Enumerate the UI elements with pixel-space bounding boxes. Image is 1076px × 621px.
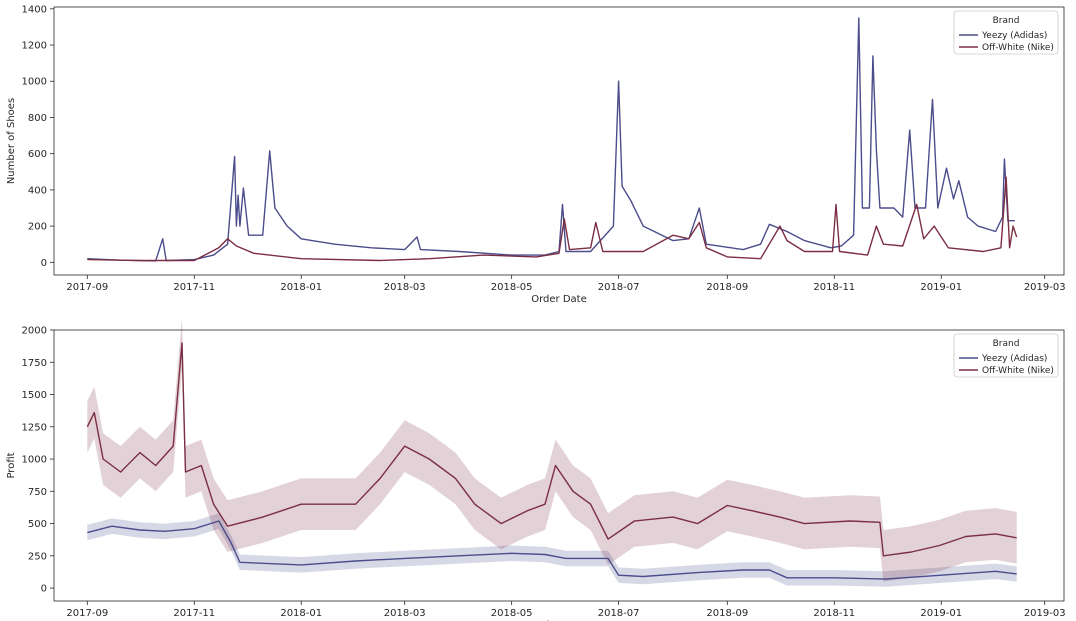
confidence-band-1 <box>87 317 1017 582</box>
y-tick-label: 500 <box>28 519 47 530</box>
y-tick-label: 1250 <box>22 422 47 433</box>
y-tick-label: 1750 <box>22 358 47 369</box>
series-line-0 <box>87 17 1015 262</box>
y-tick-label: 750 <box>28 487 47 498</box>
x-tick-label: 2018-09 <box>706 282 748 293</box>
x-tick-label: 2018-05 <box>491 282 533 293</box>
x-tick-label: 2019-01 <box>920 282 962 293</box>
y-tick-label: 2000 <box>22 326 47 337</box>
confidence-band-0 <box>87 513 1017 587</box>
y-tick-label: 1500 <box>22 390 47 401</box>
x-tick-label: 2018-01 <box>280 608 322 619</box>
axes-frame <box>53 329 1065 602</box>
x-tick-label: 2018-03 <box>384 608 426 619</box>
legend-title: Brand <box>993 16 1020 26</box>
series-line-1 <box>87 176 1018 262</box>
x-tick-label: 2017-11 <box>173 282 215 293</box>
legend-entry: Off-White (Nike) <box>982 43 1054 53</box>
x-tick-label: 2019-03 <box>1024 608 1066 619</box>
legend-entry: Yeezy (Adidas) <box>981 354 1047 364</box>
y-tick-label: 1400 <box>22 4 47 15</box>
x-tick-label: 2018-03 <box>384 282 426 293</box>
x-tick-label: 2018-05 <box>491 608 533 619</box>
x-tick-label: 2019-01 <box>920 608 962 619</box>
y-tick-label: 1000 <box>22 77 47 88</box>
legend-box <box>953 333 1059 378</box>
y-tick-label: 800 <box>28 113 47 124</box>
axes-frame <box>53 6 1065 276</box>
y-axis-label: Number of Shoes <box>6 98 17 184</box>
shoes-count-chart: 0 200 400 600 800 1000 1200 1400 2017-09 2017-11 2… <box>6 4 1066 305</box>
series-line-0 <box>87 520 1017 580</box>
x-tick-label: 2017-11 <box>173 608 215 619</box>
y-tick-label: 1000 <box>22 455 47 466</box>
series-line-1 <box>86 342 1017 557</box>
profit-chart: 0 250 500 750 1000 1250 1500 1750 2000 2017-09 201… <box>6 317 1066 621</box>
legend-title: Brand <box>993 339 1020 349</box>
legend-box <box>953 10 1059 55</box>
x-tick-label: 2017-09 <box>66 608 108 619</box>
x-tick-label: 2017-09 <box>66 282 108 293</box>
y-tick-label: 0 <box>41 584 47 595</box>
x-tick-label: 2018-11 <box>813 608 855 619</box>
y-tick-label: 600 <box>28 149 47 160</box>
x-tick-label: 2018-01 <box>280 282 322 293</box>
x-tick-label: 2018-07 <box>598 608 640 619</box>
y-tick-label: 250 <box>28 551 47 562</box>
legend: Brand Yeezy (Adidas) Off-White (Nike) <box>953 10 1059 55</box>
y-tick-label: 400 <box>28 185 47 196</box>
x-tick-label: 2018-11 <box>813 282 855 293</box>
y-tick-label: 1200 <box>22 41 47 52</box>
legend-entry: Yeezy (Adidas) <box>981 31 1047 41</box>
y-tick-label: 200 <box>28 222 47 233</box>
x-axis-label: Order Date <box>531 294 587 305</box>
legend-entry: Off-White (Nike) <box>982 366 1054 376</box>
x-tick-label: 2019-03 <box>1024 282 1066 293</box>
x-tick-label: 2018-07 <box>598 282 640 293</box>
y-tick-label: 0 <box>41 258 47 269</box>
x-tick-label: 2018-09 <box>706 608 748 619</box>
legend: Brand Yeezy (Adidas) Off-White (Nike) <box>953 333 1059 378</box>
y-axis-label: Profit <box>6 452 17 478</box>
